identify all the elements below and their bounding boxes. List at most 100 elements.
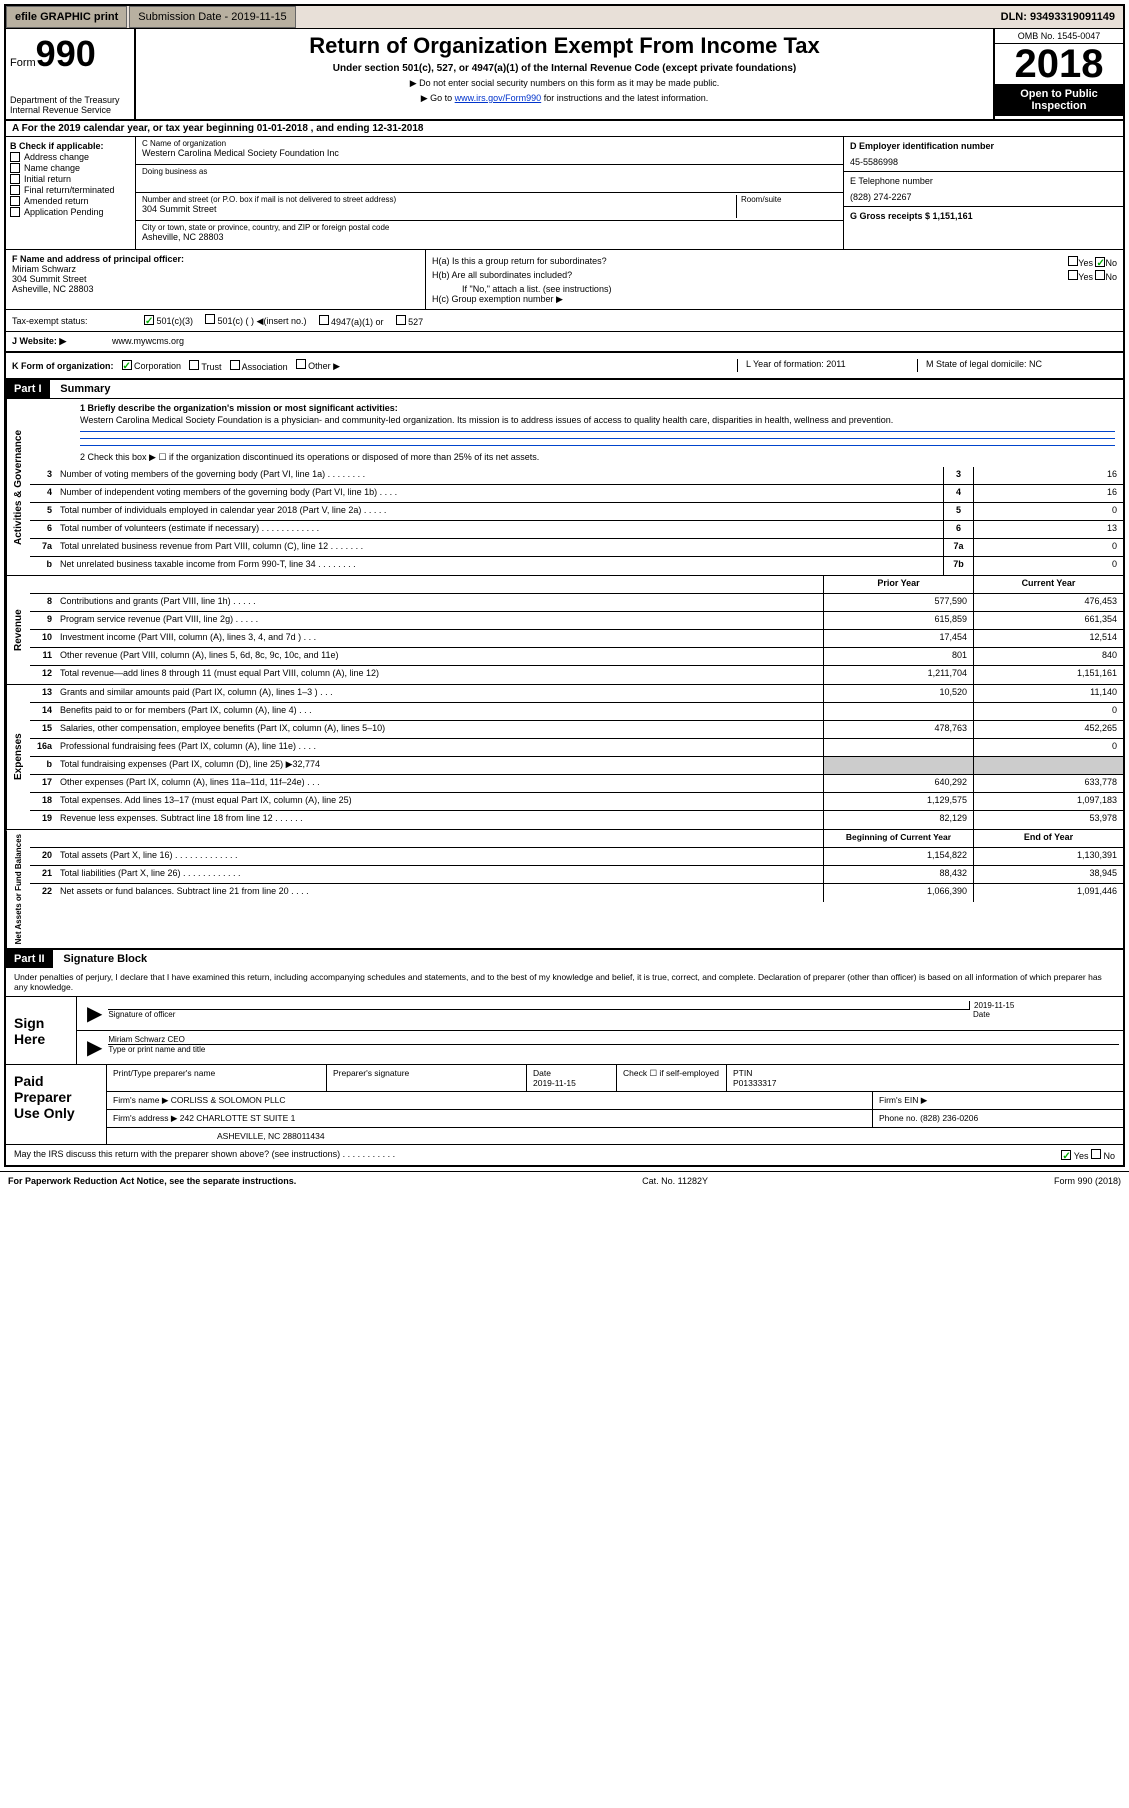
gross-receipts-label: G Gross receipts $ 1,151,161 (850, 211, 1117, 221)
principal-officer: F Name and address of principal officer:… (6, 250, 426, 309)
501c3-checkbox[interactable] (144, 315, 154, 325)
hb-yes-checkbox[interactable] (1068, 270, 1078, 280)
governance-tab: Activities & Governance (6, 399, 30, 575)
app-pending-checkbox[interactable] (10, 207, 20, 217)
ha-no-checkbox[interactable] (1095, 257, 1105, 267)
501c3-label: 501(c)(3) (157, 316, 194, 326)
officer-name-print: Miriam Schwarz CEO (108, 1035, 1119, 1045)
top-toolbar: efile GRAPHIC print Submission Date - 20… (6, 6, 1123, 29)
date-label: Date (969, 1010, 1119, 1019)
l3-desc: Number of voting members of the governin… (56, 467, 943, 484)
l8-prior: 577,590 (823, 594, 973, 611)
amended-return-checkbox[interactable] (10, 196, 20, 206)
l7a-val: 0 (973, 539, 1123, 556)
l15-desc: Salaries, other compensation, employee b… (56, 721, 823, 738)
gross-receipts-row: G Gross receipts $ 1,151,161 (844, 207, 1123, 225)
self-employed-label: Check ☐ if self-employed (617, 1065, 727, 1091)
l16b-curr-gray (973, 757, 1123, 774)
org-name-value: Western Carolina Medical Society Foundat… (142, 148, 837, 158)
prep-date: 2019-11-15 (533, 1078, 610, 1088)
org-name-label: C Name of organization (142, 139, 837, 148)
name-change-checkbox[interactable] (10, 163, 20, 173)
l8-num: 8 (30, 594, 56, 611)
instr2-pre: ▶ Go to (421, 93, 455, 103)
initial-return-checkbox[interactable] (10, 174, 20, 184)
dba-row: Doing business as (136, 165, 843, 193)
pub2: Inspection (999, 100, 1119, 112)
mission-text: Western Carolina Medical Society Foundat… (80, 415, 1115, 425)
l4-num: 4 (30, 485, 56, 502)
l4-desc: Number of independent voting members of … (56, 485, 943, 502)
net-assets-table: Net Assets or Fund Balances Beginning of… (6, 830, 1123, 950)
l22-desc: Net assets or fund balances. Subtract li… (56, 884, 823, 902)
4947-checkbox[interactable] (319, 315, 329, 325)
l14-num: 14 (30, 703, 56, 720)
l12-prior: 1,211,704 (823, 666, 973, 684)
dba-label: Doing business as (142, 167, 837, 176)
revenue-table: Revenue Prior YearCurrent Year 8Contribu… (6, 576, 1123, 685)
discuss-yes-checkbox[interactable] (1061, 1150, 1071, 1160)
column-b: B Check if applicable: Address change Na… (6, 137, 136, 249)
expenses-tab: Expenses (6, 685, 30, 829)
527-checkbox[interactable] (396, 315, 406, 325)
form-header: Form990 Department of the Treasury Inter… (6, 29, 1123, 121)
discuss-no: No (1103, 1151, 1115, 1161)
k-label: K Form of organization: (12, 361, 114, 371)
governance-table: Activities & Governance 1 Briefly descri… (6, 399, 1123, 576)
l5-code: 5 (943, 503, 973, 520)
submission-date-button[interactable]: Submission Date - 2019-11-15 (129, 6, 295, 28)
h-section: H(a) Is this a group return for subordin… (426, 250, 1123, 309)
firm-name: CORLISS & SOLOMON PLLC (171, 1095, 286, 1105)
l20-prior: 1,154,822 (823, 848, 973, 865)
4947-label: 4947(a)(1) or (331, 317, 384, 327)
discuss-no-checkbox[interactable] (1091, 1149, 1101, 1159)
final-return-checkbox[interactable] (10, 185, 20, 195)
firm-addr1: 242 CHARLOTTE ST SUITE 1 (180, 1113, 296, 1123)
irs-link[interactable]: www.irs.gov/Form990 (455, 93, 542, 103)
l19-num: 19 (30, 811, 56, 829)
l12-desc: Total revenue—add lines 8 through 11 (mu… (56, 666, 823, 684)
part2-badge: Part II (6, 950, 53, 968)
527-label: 527 (408, 317, 423, 327)
sig-officer-label: Signature of officer (108, 1010, 969, 1019)
firm-phone-label: Phone no. (828) 236-0206 (873, 1110, 1123, 1127)
dln-label: DLN: 93493319091149 (993, 7, 1123, 27)
l13-prior: 10,520 (823, 685, 973, 702)
state-domicile: M State of legal domicile: NC (917, 359, 1117, 372)
l16a-desc: Professional fundraising fees (Part IX, … (56, 739, 823, 756)
501c-checkbox[interactable] (205, 314, 215, 324)
current-year-hdr: Current Year (973, 576, 1123, 593)
address-change-checkbox[interactable] (10, 152, 20, 162)
l17-num: 17 (30, 775, 56, 792)
trust-label: Trust (201, 362, 221, 372)
prep-name-label: Print/Type preparer's name (107, 1065, 327, 1091)
l3-code: 3 (943, 467, 973, 484)
trust-checkbox[interactable] (189, 360, 199, 370)
room-label: Room/suite (741, 195, 837, 204)
l4-val: 16 (973, 485, 1123, 502)
corp-checkbox[interactable] (122, 360, 132, 370)
initial-return-label: Initial return (24, 174, 71, 184)
firm-addr2: ASHEVILLE, NC 288011434 (107, 1128, 1123, 1144)
hb-label: H(b) Are all subordinates included? (432, 270, 572, 282)
l14-desc: Benefits paid to or for members (Part IX… (56, 703, 823, 720)
app-pending-label: Application Pending (24, 207, 104, 217)
discuss-row: May the IRS discuss this return with the… (6, 1144, 1123, 1165)
l7b-desc: Net unrelated business taxable income fr… (56, 557, 943, 575)
end-year-hdr: End of Year (973, 830, 1123, 847)
l14-prior (823, 703, 973, 720)
l16a-num: 16a (30, 739, 56, 756)
l7a-code: 7a (943, 539, 973, 556)
l10-curr: 12,514 (973, 630, 1123, 647)
l11-prior: 801 (823, 648, 973, 665)
ha-no: No (1105, 258, 1117, 268)
assoc-checkbox[interactable] (230, 360, 240, 370)
efile-print-button[interactable]: efile GRAPHIC print (6, 6, 127, 28)
l12-num: 12 (30, 666, 56, 684)
l9-prior: 615,859 (823, 612, 973, 629)
ha-yes-checkbox[interactable] (1068, 256, 1078, 266)
other-checkbox[interactable] (296, 359, 306, 369)
l17-desc: Other expenses (Part IX, column (A), lin… (56, 775, 823, 792)
hb-no-checkbox[interactable] (1095, 270, 1105, 280)
footer-center: Cat. No. 11282Y (642, 1176, 708, 1186)
